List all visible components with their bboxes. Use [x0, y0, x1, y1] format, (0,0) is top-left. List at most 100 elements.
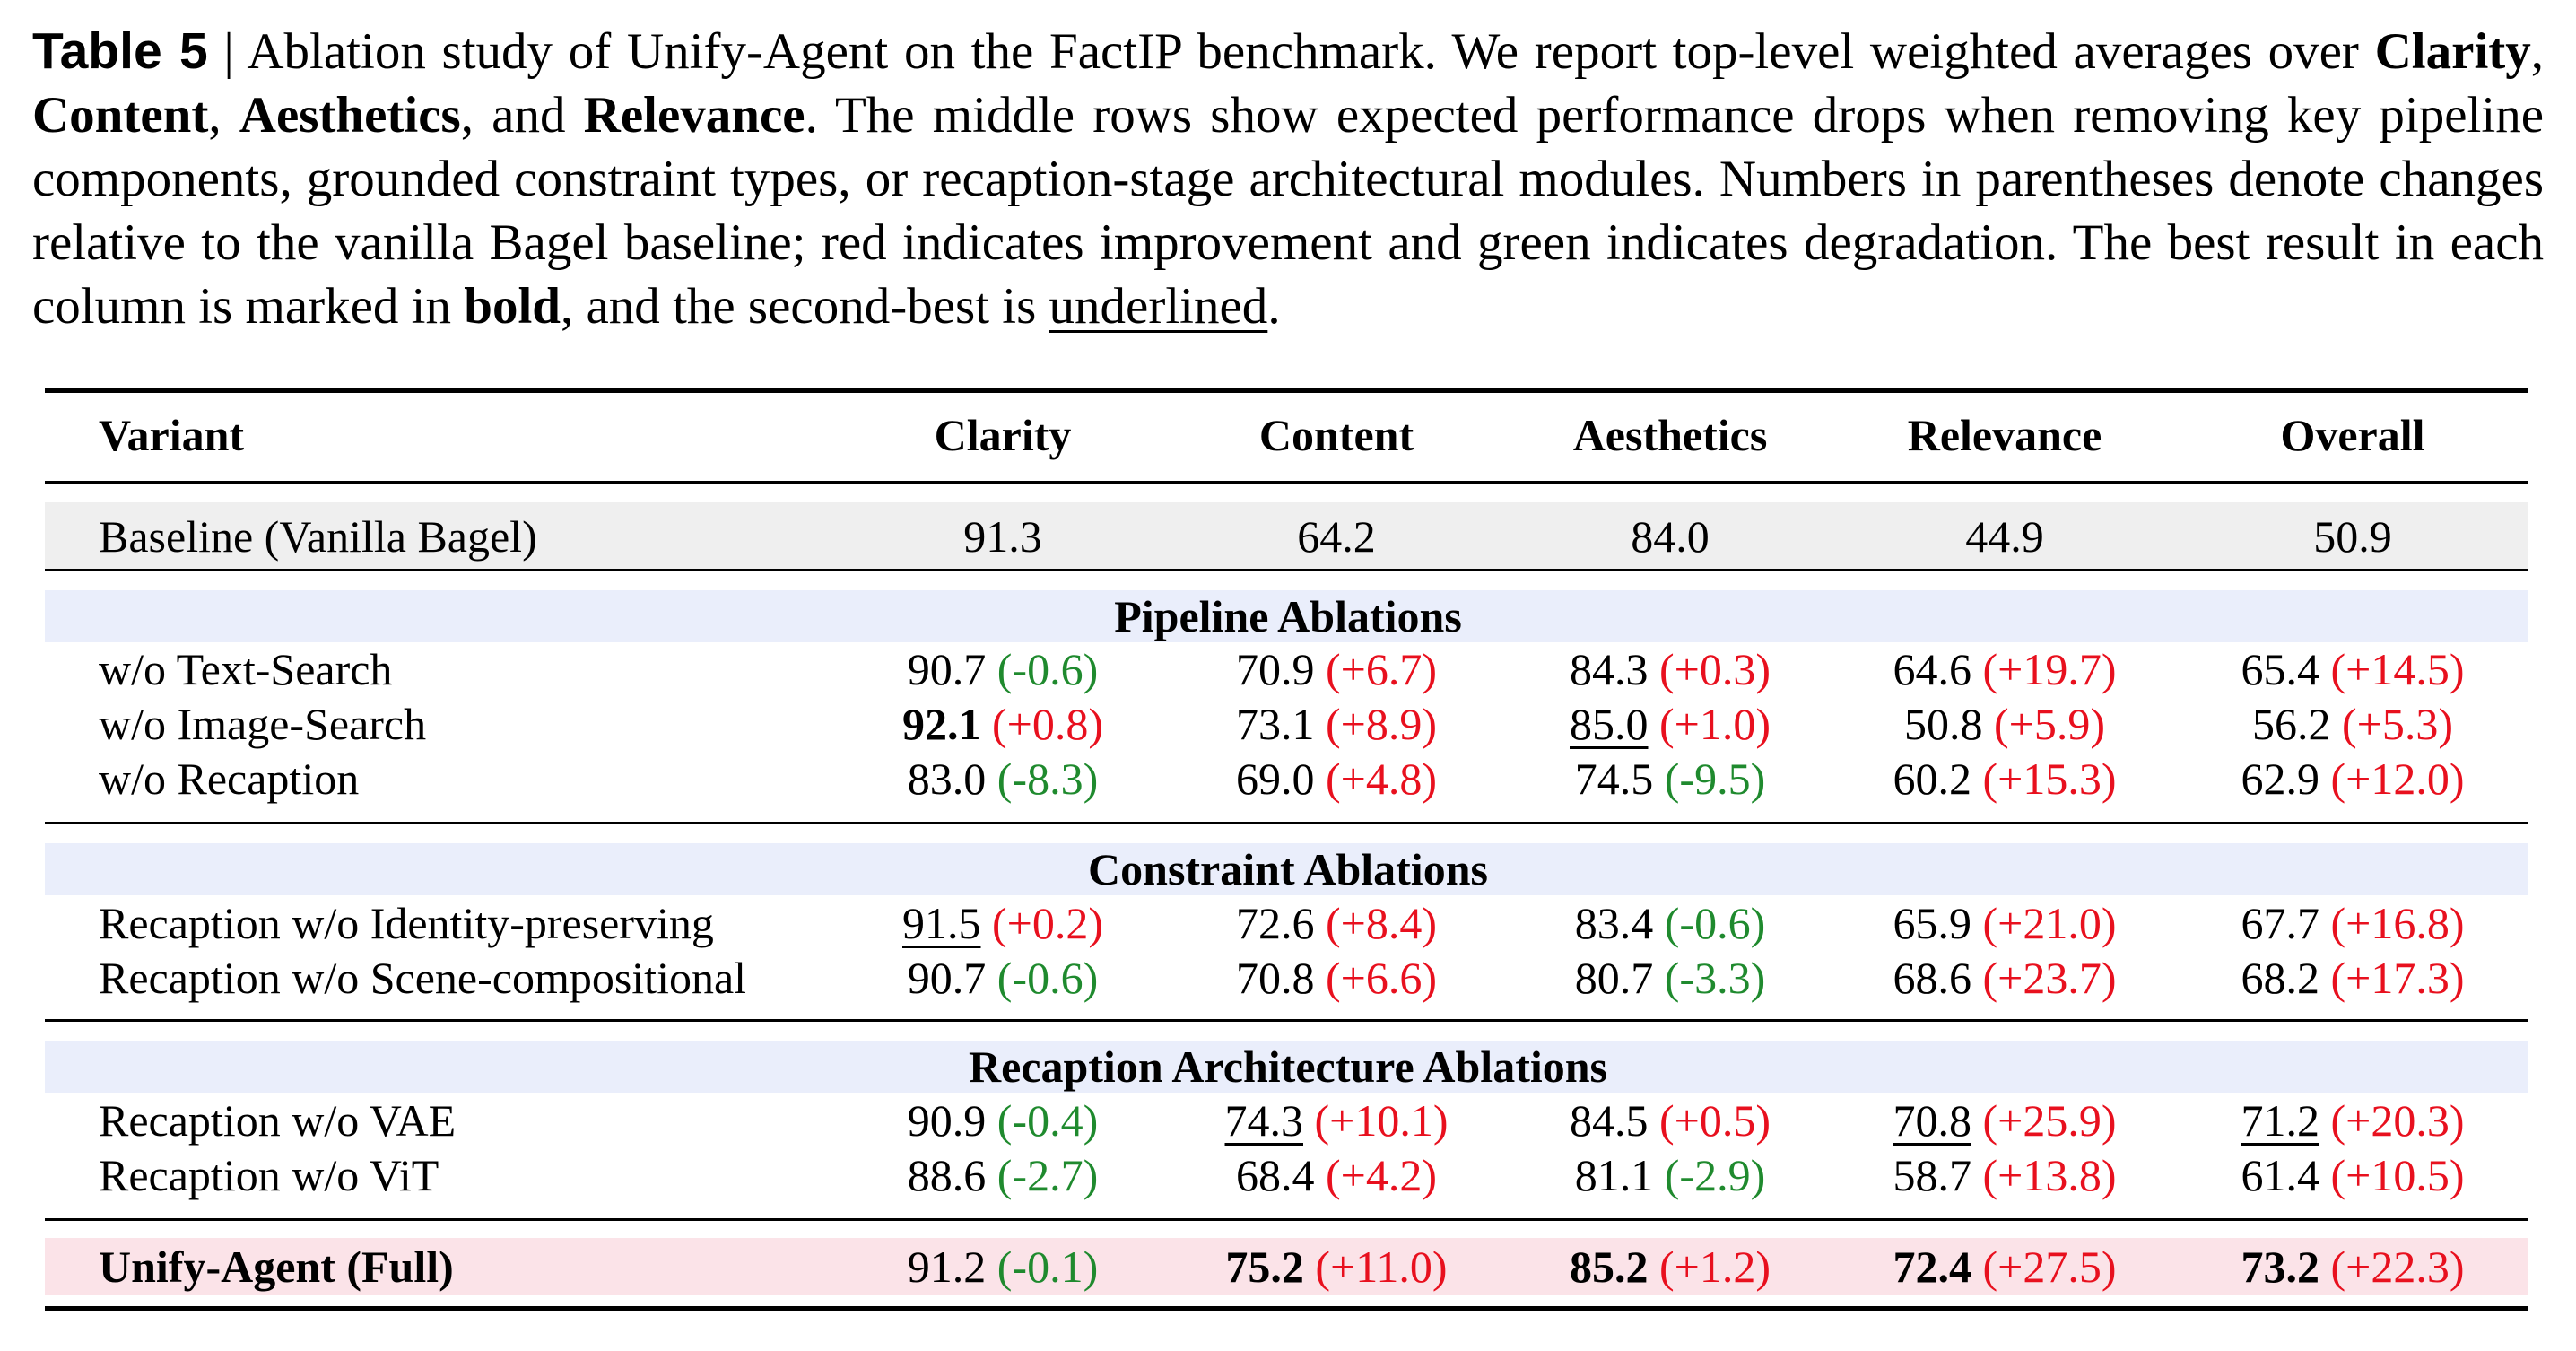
- cell-value: 72.6: [1236, 898, 1315, 948]
- cell-value: 85.0: [1570, 699, 1649, 749]
- table-row: Recaption w/o ViT 88.6 (-2.7) 68.4 (+4.2) 8…: [0, 1148, 2576, 1202]
- cell-delta: (+1.2): [1659, 1242, 1771, 1292]
- table-cell: 50.8 (+5.9): [1904, 697, 2105, 751]
- cell-value: 90.7: [907, 953, 987, 1003]
- cell-value: 73.1: [1236, 699, 1315, 749]
- cell-delta: (+1.0): [1659, 699, 1771, 749]
- table-row: w/o Text-Search 90.7 (-0.6) 70.9 (+6.7) 84.…: [0, 642, 2576, 696]
- table-cell: 74.5 (-9.5): [1575, 752, 1765, 806]
- table-label: Table 5: [32, 22, 208, 80]
- variant-name: Recaption w/o Identity-preserving: [99, 898, 714, 948]
- baseline-row-background: [45, 502, 2528, 571]
- table-row: w/o Recaption 83.0 (-8.3) 69.0 (+4.8) 74.5 …: [0, 752, 2576, 806]
- table-caption: Table 5 | Ablation study of Unify-Agent …: [32, 20, 2544, 338]
- table-cell: 67.7 (+16.8): [2241, 896, 2465, 950]
- cell-delta: (+0.3): [1659, 644, 1771, 694]
- cell-value: 81.1: [1574, 1150, 1654, 1200]
- cell-value: 65.9: [1893, 898, 1972, 948]
- table-cell: 83.4 (-0.6): [1575, 896, 1765, 950]
- cell-delta: (+4.2): [1326, 1150, 1437, 1200]
- constraint-bottom-rule: [45, 1019, 2528, 1022]
- column-header: Overall: [2280, 410, 2425, 460]
- table-cell: 91.2 (-0.1): [908, 1240, 1098, 1294]
- cell-value: 91.2: [907, 1242, 987, 1292]
- table-cell: 73.2 (+22.3): [2241, 1240, 2465, 1294]
- cell-value: 68.6: [1893, 953, 1972, 1003]
- cell-value: 58.7: [1893, 1150, 1972, 1200]
- table-cell: 68.2 (+17.3): [2241, 951, 2465, 1005]
- cell-value: 50.9: [2313, 511, 2392, 562]
- table-cell: 44.9: [1965, 510, 2044, 563]
- section-title: Constraint Ablations: [1088, 844, 1488, 894]
- cell-value: 83.4: [1574, 898, 1654, 948]
- table-row: Recaption w/o Identity-preserving 91.5 (+…: [0, 896, 2576, 950]
- cell-value: 73.2: [2241, 1242, 2320, 1292]
- table-row: Recaption w/o VAE 90.9 (-0.4) 74.3 (+10.1)…: [0, 1094, 2576, 1147]
- cell-delta: (-0.6): [996, 644, 1099, 694]
- table-cell: 80.7 (-3.3): [1575, 951, 1765, 1005]
- caption-text: , and the second-best is: [561, 278, 1049, 335]
- cell-delta: (+12.0): [2330, 754, 2465, 804]
- table-cell: 60.2 (+15.3): [1893, 752, 2117, 806]
- cell-delta: (+22.3): [2330, 1242, 2465, 1292]
- cell-value: 74.3: [1224, 1095, 1304, 1146]
- table-cell: 50.9: [2313, 510, 2392, 563]
- cell-value: 74.5: [1574, 754, 1654, 804]
- cell-delta: (-8.3): [996, 754, 1099, 804]
- table-cell: 64.2: [1297, 510, 1376, 563]
- column-header: Relevance: [1907, 410, 2102, 460]
- cell-value: 68.2: [2241, 953, 2320, 1003]
- cell-delta: (+5.3): [2342, 699, 2453, 749]
- table-row: w/o Image-Search 92.1 (+0.8) 73.1 (+8.9) 85…: [0, 697, 2576, 751]
- full-row-background: [45, 1238, 2528, 1295]
- cell-delta: (+0.2): [992, 898, 1103, 948]
- cell-delta: (+6.6): [1326, 953, 1437, 1003]
- cell-delta: (-0.1): [996, 1242, 1099, 1292]
- table-cell: 65.4 (+14.5): [2241, 642, 2465, 696]
- cell-value: 69.0: [1236, 754, 1315, 804]
- cell-delta: (+4.8): [1326, 754, 1437, 804]
- table-cell: 64.6 (+19.7): [1893, 642, 2117, 696]
- cell-value: 64.2: [1297, 511, 1376, 562]
- table-cell: 56.2 (+5.3): [2252, 697, 2453, 751]
- cell-value: 75.2: [1225, 1242, 1304, 1292]
- cell-value: 60.2: [1893, 754, 1972, 804]
- table-row: Recaption w/o Scene-compositional 90.7 (-…: [0, 951, 2576, 1005]
- caption-text: .: [1267, 278, 1281, 335]
- cell-value: 61.4: [2241, 1150, 2320, 1200]
- table-cell: 91.5 (+0.2): [902, 896, 1103, 950]
- table-cell: 73.1 (+8.9): [1236, 697, 1437, 751]
- caption-text: ,: [208, 87, 239, 144]
- caption-bold-clarity: Clarity: [2374, 23, 2531, 80]
- cell-value: 70.8: [1236, 953, 1315, 1003]
- table-header-row: Variant Clarity Content Aesthetics Relevance…: [0, 408, 2576, 462]
- caption-underlined-word: underlined: [1049, 278, 1268, 335]
- cell-delta: (+8.9): [1326, 699, 1437, 749]
- cell-delta: (+21.0): [1982, 898, 2117, 948]
- cell-delta: (+0.8): [992, 699, 1103, 749]
- cell-delta: (+15.3): [1982, 754, 2117, 804]
- table-cell: 90.7 (-0.6): [908, 642, 1098, 696]
- table-cell: 83.0 (-8.3): [908, 752, 1098, 806]
- architecture-bottom-rule: [45, 1218, 2528, 1221]
- header-rule: [45, 481, 2528, 484]
- pipeline-bottom-rule: [45, 822, 2528, 824]
- cell-delta: (+14.5): [2330, 644, 2465, 694]
- cell-value: 80.7: [1574, 953, 1654, 1003]
- table-row: Baseline (Vanilla Bagel) 91.3 64.2 84.0 44.9…: [0, 510, 2576, 563]
- cell-value: 84.5: [1570, 1095, 1649, 1146]
- variant-name: Recaption w/o Scene-compositional: [99, 953, 747, 1003]
- baseline-bottom-rule: [45, 569, 2528, 571]
- cell-delta: (-2.9): [1664, 1150, 1766, 1200]
- variant-name: Recaption w/o ViT: [99, 1150, 439, 1200]
- column-header: Aesthetics: [1572, 410, 1768, 460]
- cell-value: 72.4: [1893, 1242, 1972, 1292]
- cell-value: 92.1: [902, 699, 981, 749]
- cell-delta: (-9.5): [1664, 754, 1766, 804]
- table-cell: 62.9 (+12.0): [2241, 752, 2465, 806]
- variant-name: Baseline (Vanilla Bagel): [99, 511, 537, 562]
- variant-name: w/o Recaption: [99, 754, 360, 804]
- section-band-architecture: [45, 1041, 2528, 1093]
- table-cell: 71.2 (+20.3): [2241, 1094, 2465, 1147]
- cell-delta: (+17.3): [2330, 953, 2465, 1003]
